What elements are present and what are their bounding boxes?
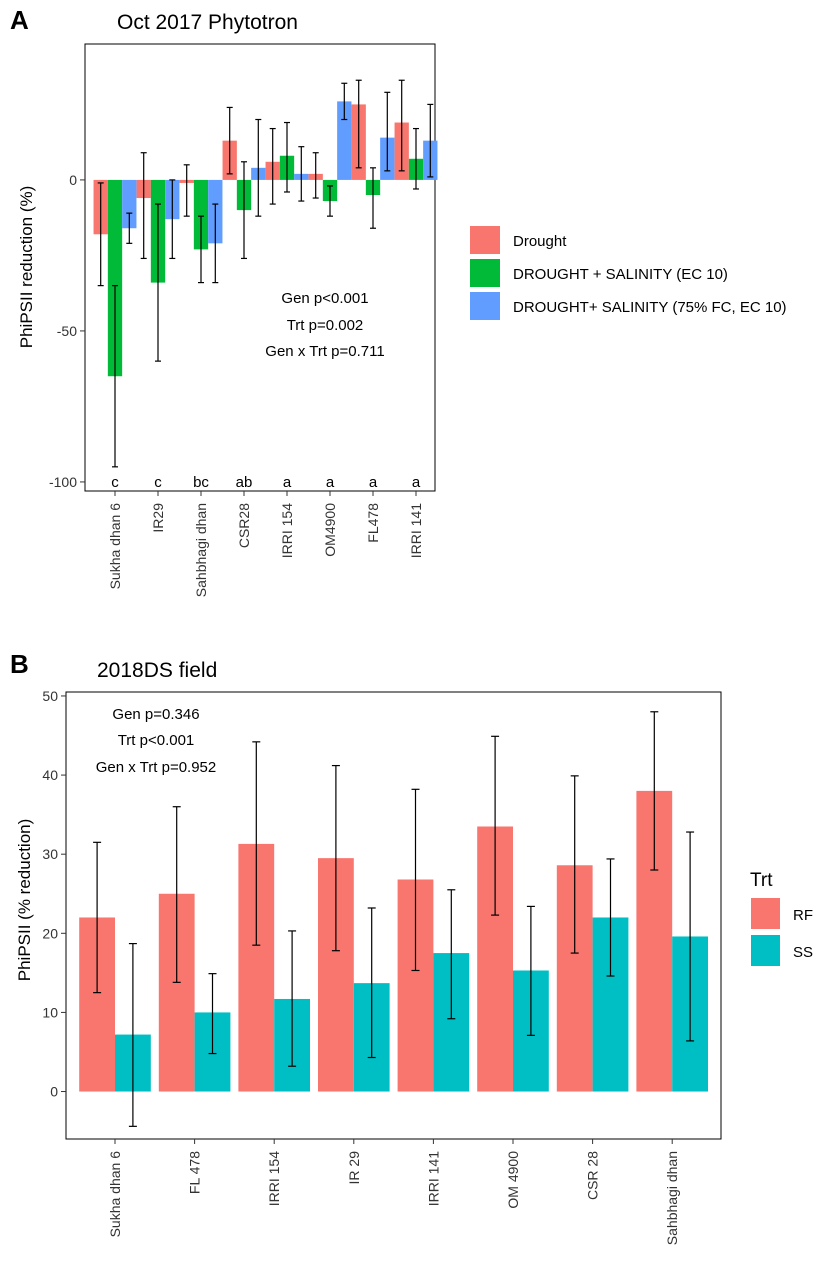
x-tick-label-a-ir29: IR29: [150, 503, 166, 533]
x-axis-a: Sukha dhan 6 IR29 Sahbhagi dhan CSR28 IRRI 1…: [107, 491, 424, 597]
y-axis-title-a: PhiPSII reduction (%): [17, 186, 36, 349]
legend-label-ss: SS: [793, 944, 813, 961]
x-tick-label-b-sukha-dhan-6: Sukha dhan 6: [107, 1151, 123, 1238]
y-tick-label-a-0: 0: [69, 172, 77, 188]
legend-label-rf: RF: [793, 907, 813, 924]
y-tick-label-b-4: 40: [42, 767, 58, 783]
x-tick-label-b-om-4900: OM 4900: [505, 1151, 521, 1209]
x-tick-label-b-csr-28: CSR 28: [585, 1151, 601, 1200]
significance-letter-ir29: c: [154, 474, 162, 491]
panel-b: B 2018DS field 0 10 20 30 40 50 PhiPSII (% re…: [10, 649, 813, 1245]
stats-annotation-a: Gen p<0.001 Trt p=0.002 Gen x Trt p=0.71…: [265, 290, 384, 360]
x-tick-label-a-om4900: OM4900: [322, 503, 338, 557]
significance-letter-sukha-dhan-6: c: [111, 474, 119, 491]
legend-swatch-drought: [470, 226, 500, 254]
chart-title-a: Oct 2017 Phytotron: [117, 11, 298, 34]
panel-a: A Oct 2017 Phytotron 0 -50 -100 PhiPSII re…: [10, 5, 787, 597]
x-tick-label-b-irri-154: IRRI 154: [266, 1151, 282, 1206]
chart-title-b: 2018DS field: [97, 659, 217, 682]
y-tick-label-b-5: 50: [42, 688, 58, 704]
x-tick-label-a-sukha-dhan-6: Sukha dhan 6: [107, 503, 123, 590]
legend-swatch-drought-salinity-75fc: [470, 292, 500, 320]
x-tick-label-b-irri-141: IRRI 141: [425, 1151, 441, 1206]
panel-label-a: A: [10, 5, 29, 35]
significance-letter-sahbhagi-dhan: bc: [193, 474, 209, 491]
x-tick-label-b-sahbhagi-dhan: Sahbhagi dhan: [664, 1151, 680, 1245]
y-tick-label-a-2: -100: [49, 474, 77, 490]
x-tick-label-a-fl478: FL478: [365, 503, 381, 543]
bars-a: [93, 101, 438, 377]
stats-annotation-b: Gen p=0.346 Trt p<0.001 Gen x Trt p=0.95…: [96, 706, 217, 776]
stat-trt-a: Trt p=0.002: [287, 317, 364, 334]
bar-a-drought-salinity-ec-10-sukha-dhan-6: [107, 179, 123, 377]
x-tick-label-a-irri-141: IRRI 141: [408, 503, 424, 558]
y-tick-label-b-1: 10: [42, 1004, 58, 1020]
legend-label-drought-salinity: DROUGHT + SALINITY (EC 10): [513, 266, 728, 283]
legend-title-b: Trt: [750, 870, 773, 891]
y-tick-label-b-0: 0: [50, 1084, 58, 1100]
x-tick-label-b-fl-478: FL 478: [187, 1151, 203, 1194]
y-tick-label-b-3: 30: [42, 846, 58, 862]
legend-swatch-rf: [751, 898, 780, 929]
significance-letter-fl478: a: [369, 474, 378, 491]
x-tick-label-b-ir-29: IR 29: [346, 1151, 362, 1185]
x-tick-label-a-sahbhagi-dhan: Sahbhagi dhan: [193, 503, 209, 597]
bar-a-drought-salinity-ec-10-sahbhagi-dhan: [193, 179, 209, 250]
stat-interaction-a: Gen x Trt p=0.711: [265, 343, 384, 360]
significance-letter-csr28: ab: [236, 474, 253, 491]
significance-letter-om4900: a: [326, 474, 335, 491]
bar-a-drought-salinity-75-fc-ec-10-sukha-dhan-6: [122, 179, 137, 229]
stat-interaction-b: Gen x Trt p=0.952: [96, 759, 217, 776]
significance-letters-a: c c bc ab a a a a: [111, 474, 421, 491]
y-axis-title-b: PhiPSII (% reduction): [15, 819, 34, 982]
y-axis-b: 0 10 20 30 40 50: [42, 688, 66, 1100]
panel-label-b: B: [10, 649, 29, 679]
error-bars-b: [93, 711, 695, 1127]
legend-swatch-drought-salinity: [470, 259, 500, 287]
legend-a: Drought DROUGHT + SALINITY (EC 10) DROUG…: [470, 226, 787, 320]
stat-gen-b: Gen p=0.346: [112, 706, 199, 723]
legend-label-drought: Drought: [513, 233, 567, 250]
stat-trt-b: Trt p<0.001: [118, 732, 195, 749]
y-tick-label-a-1: -50: [57, 323, 77, 339]
x-tick-label-a-irri-154: IRRI 154: [279, 503, 295, 558]
bar-a-drought-salinity-75-fc-ec-10-om4900: [337, 101, 352, 180]
legend-swatch-ss: [751, 935, 780, 966]
significance-letter-irri-141: a: [412, 474, 421, 491]
x-axis-b: Sukha dhan 6 FL 478 IRRI 154 IR 29 IRRI 141 O…: [107, 1139, 680, 1245]
legend-label-drought-salinity-75fc: DROUGHT+ SALINITY (75% FC, EC 10): [513, 299, 787, 316]
y-tick-label-b-2: 20: [42, 925, 58, 941]
error-bars-a: [97, 79, 434, 468]
legend-b: Trt RF SS: [750, 870, 813, 966]
x-tick-label-a-csr28: CSR28: [236, 503, 252, 548]
significance-letter-irri-154: a: [283, 474, 292, 491]
y-axis-a: 0 -50 -100: [49, 172, 85, 490]
plot-frame-a: [84, 43, 436, 492]
stat-gen-a: Gen p<0.001: [281, 290, 368, 307]
